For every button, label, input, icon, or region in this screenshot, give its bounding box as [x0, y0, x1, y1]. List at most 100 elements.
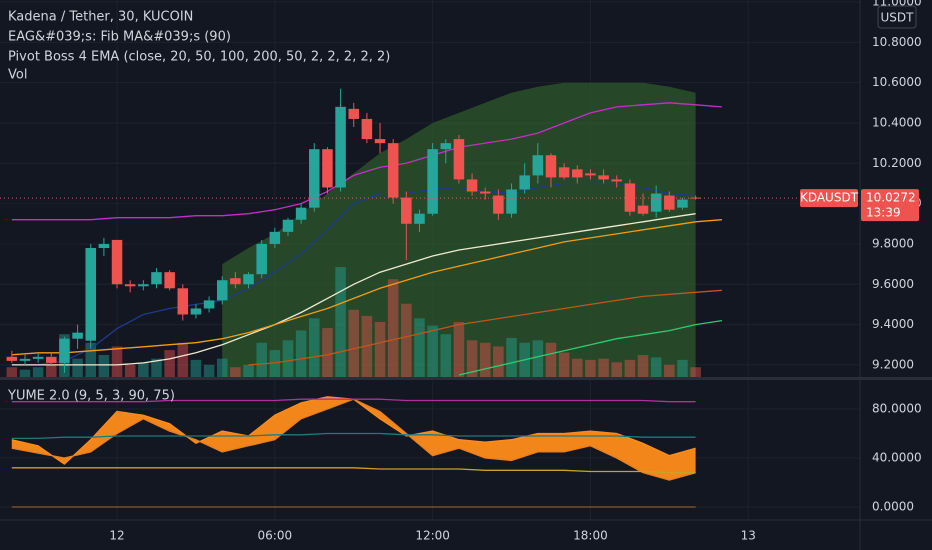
x-tick-label: 18:00	[573, 529, 608, 543]
volume-bar	[348, 309, 359, 377]
indicator-line	[248, 289, 722, 366]
volume-bar	[493, 346, 504, 377]
x-tick-label: 13	[741, 529, 756, 543]
volume-bar	[414, 318, 425, 377]
oscillator-title: YUME 2.0 (9, 5, 3, 90, 75)	[7, 389, 175, 404]
volume-bar	[151, 358, 162, 377]
volume-bar	[637, 355, 649, 377]
candle-body	[322, 149, 333, 188]
candle-body	[506, 189, 517, 214]
candle-body	[85, 247, 96, 341]
candle-body	[269, 231, 281, 244]
y-tick-label: 11.0000	[872, 0, 922, 9]
volume-bar	[427, 325, 438, 377]
oscillator-line	[11, 432, 696, 440]
candle-body	[664, 195, 675, 210]
currency: USDT	[881, 11, 915, 25]
indicator-line	[11, 182, 696, 366]
candle-body	[519, 175, 530, 190]
volume-bar	[545, 342, 557, 377]
indicator-line	[458, 319, 722, 376]
volume-bar	[335, 267, 346, 377]
volume-bar	[6, 367, 18, 377]
volume-bar	[111, 346, 123, 377]
x-tick-label: 12:00	[415, 529, 450, 543]
candle-body	[361, 118, 373, 140]
candle-body	[59, 338, 70, 363]
countdown: 13:39	[866, 206, 901, 220]
volume-bar	[572, 358, 583, 377]
candle-body	[111, 239, 123, 285]
candle-body	[690, 197, 701, 199]
currency-box[interactable]	[877, 5, 917, 29]
candle-body	[203, 300, 215, 309]
candle-body	[32, 356, 44, 359]
y-tick-label: 9.4000	[872, 317, 914, 331]
volume-bar	[216, 358, 228, 377]
volume-bar	[282, 340, 294, 377]
candle-body	[493, 195, 504, 214]
oscillator-line	[11, 467, 696, 474]
volume-bar	[164, 350, 175, 377]
x-tick-label: 12	[109, 529, 124, 543]
candle-body	[348, 108, 359, 119]
candle-body	[309, 149, 320, 208]
volume-bar	[624, 359, 636, 377]
volume-bar	[124, 364, 136, 377]
candle-body	[598, 175, 609, 180]
candle-body	[190, 308, 202, 315]
volume-bar	[32, 367, 44, 377]
volume-bar	[190, 359, 202, 377]
y-tick-label: 9.2000	[872, 357, 914, 371]
volume-bar	[322, 328, 333, 377]
candle-body	[374, 139, 386, 144]
candle-body	[440, 143, 452, 150]
candle-body	[558, 167, 570, 178]
candle-body	[98, 243, 110, 248]
candle-body	[585, 173, 596, 176]
volume-bar	[479, 342, 491, 377]
candle-body	[545, 155, 557, 178]
volume-bar	[387, 279, 399, 377]
volume-bar	[361, 315, 373, 377]
candle-body	[677, 199, 688, 208]
y-tick-label: 9.8000	[872, 236, 914, 250]
volume-bar	[295, 330, 307, 377]
candle-body	[256, 243, 267, 275]
volume-bar	[256, 342, 267, 377]
candle-body	[6, 356, 18, 361]
volume-bar	[532, 340, 544, 377]
chart-title: Kadena / Tether, 30, KUCOIN	[8, 10, 193, 25]
y-tick-label: 0.0000	[872, 500, 914, 514]
candle-body	[282, 219, 294, 232]
y-tick-label: 80.0000	[872, 402, 922, 416]
candle-body	[177, 288, 189, 315]
symbol-tag	[800, 189, 858, 208]
indicator-label: EAG&#039;s: Fib MA&#039;s (90)	[8, 30, 231, 45]
candle-body	[46, 356, 57, 363]
x-tick-label: 06:00	[258, 529, 293, 543]
symbol-label: KDAUSDT	[800, 191, 859, 205]
volume-bar	[466, 340, 478, 377]
y-tick-label: 10.2000	[872, 156, 922, 170]
volume-bar	[585, 359, 596, 377]
candle-body	[611, 179, 622, 182]
volume-bar	[440, 334, 452, 377]
last-price-label: 10.0272	[866, 191, 916, 205]
volume-bar	[230, 367, 241, 377]
volume-bar	[401, 303, 412, 377]
y-tick-label: 10.6000	[872, 75, 922, 89]
indicator-label: Vol	[8, 68, 27, 83]
volume-bar	[453, 322, 465, 377]
volume-bar	[138, 362, 149, 377]
y-tick-label: 40.0000	[872, 451, 922, 465]
volume-bar	[98, 355, 110, 377]
volume-bar	[85, 342, 96, 377]
oscillator-pane	[11, 396, 696, 508]
candle-body	[572, 169, 583, 178]
candle-body	[401, 197, 412, 224]
volume-bar	[558, 352, 570, 377]
volume-bar	[269, 350, 281, 377]
y-tick-label: 10.4000	[872, 115, 922, 129]
volume-bar	[203, 364, 215, 377]
